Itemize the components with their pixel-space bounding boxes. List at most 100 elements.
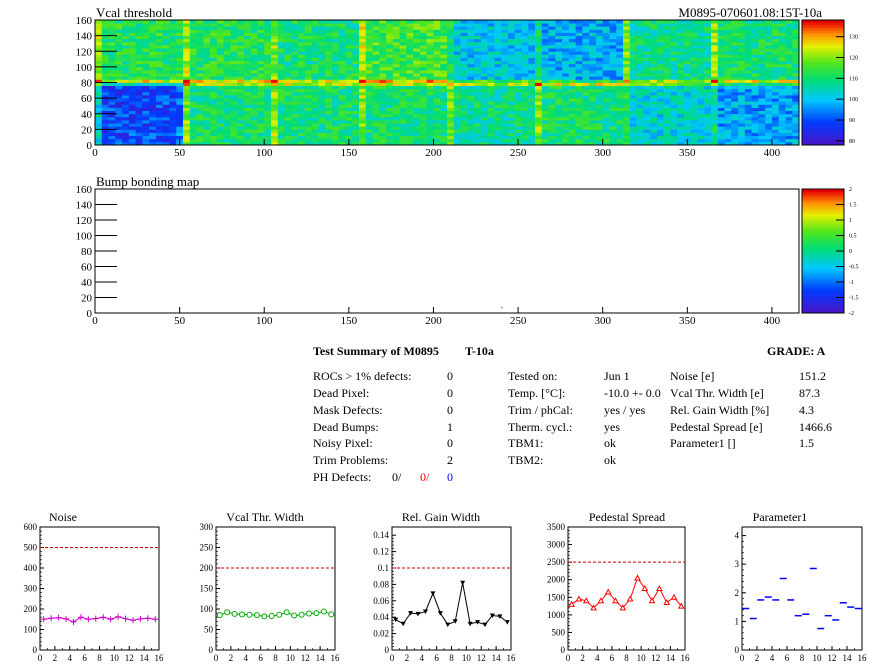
heat-cell: [135, 60, 143, 65]
heat-cell: [453, 110, 461, 115]
heat-cell: [284, 110, 292, 115]
heat-cell: [758, 110, 766, 115]
heat-cell: [535, 54, 543, 58]
heat-cell: [155, 73, 164, 77]
heat-cell: [162, 98, 170, 102]
heat-cell: [460, 113, 468, 118]
heat-cell: [677, 129, 685, 133]
heat-cell: [656, 123, 665, 127]
heat-cell: [365, 60, 373, 65]
heat-cell: [426, 85, 434, 90]
heat-cell: [636, 101, 644, 105]
heat-cell: [304, 66, 313, 71]
heat-cell: [744, 110, 753, 115]
heat-cell: [670, 70, 678, 74]
heat-cell: [230, 98, 238, 102]
heat-cell: [487, 107, 495, 112]
heat-cell: [656, 120, 665, 124]
heat-cell: [196, 66, 204, 71]
heat-cell: [338, 98, 346, 102]
heat-cell: [277, 126, 285, 130]
heat-cell: [711, 104, 719, 108]
heat-cell: [101, 116, 109, 121]
heat-cell: [656, 82, 665, 87]
heat-cell: [359, 135, 367, 140]
heat-cell: [650, 123, 658, 127]
heat-cell: [447, 120, 455, 124]
heat-cell: [142, 54, 150, 58]
heat-cell: [352, 129, 360, 133]
heat-cell: [122, 129, 130, 133]
heat-cell: [399, 57, 407, 62]
heat-cell: [440, 120, 448, 124]
heat-cell: [474, 98, 482, 102]
heat-cell: [176, 126, 184, 130]
heat-cell: [338, 88, 346, 93]
heat-cell: [135, 126, 143, 130]
heat-cell: [467, 113, 475, 118]
heat-cell: [670, 101, 678, 105]
heat-cell: [474, 85, 482, 90]
heat-cell: [555, 91, 563, 96]
heat-cell: [399, 48, 407, 52]
heat-cell: [738, 113, 746, 118]
heat-cell: [467, 73, 475, 77]
heat-cell: [183, 54, 191, 58]
heat-cell: [101, 135, 109, 140]
heat-cell: [108, 79, 116, 83]
heat-cell: [751, 51, 759, 55]
heat-cell: [203, 110, 211, 115]
heat-cell: [792, 132, 799, 137]
heat-cell: [379, 63, 387, 68]
heat-cell: [298, 76, 306, 80]
heat-cell: [95, 129, 103, 133]
heat-cell: [399, 82, 407, 87]
heat-cell: [338, 60, 346, 65]
heat-cell: [155, 138, 164, 143]
heat-cell: [338, 101, 346, 105]
heat-cell: [372, 70, 380, 74]
heat-cell: [616, 141, 624, 145]
heat-cell: [717, 123, 725, 127]
heat-cell: [223, 132, 231, 137]
heat-cell: [331, 60, 340, 65]
heat-cell: [237, 54, 245, 58]
heat-cell: [291, 54, 299, 58]
heat-cell: [507, 76, 516, 80]
heat-cell: [494, 116, 502, 121]
heat-cell: [765, 138, 773, 143]
heat-cell: [785, 63, 793, 68]
heat-cell: [203, 135, 211, 140]
heat-cell: [122, 57, 130, 62]
heat-cell: [230, 60, 238, 65]
heat-cell: [243, 82, 252, 87]
heat-cell: [562, 85, 570, 90]
heat-cell: [717, 91, 725, 96]
heat-cell: [257, 51, 265, 55]
heat-cell: [122, 132, 130, 137]
heat-cell: [196, 141, 204, 145]
heat-cell: [636, 63, 644, 68]
heat-cell: [196, 104, 204, 108]
heat-cell: [196, 54, 204, 58]
heat-cell: [142, 79, 150, 83]
heat-cell: [359, 129, 367, 133]
heat-cell: [616, 104, 624, 108]
heat-cell: [230, 51, 238, 55]
heat-cell: [406, 126, 414, 130]
heat-cell: [183, 107, 191, 112]
heat-cell: [291, 60, 299, 65]
heat-cell: [528, 135, 536, 140]
heat-cell: [311, 57, 319, 62]
heat-cell: [277, 70, 285, 74]
heat-cell: [298, 51, 306, 55]
heat-cell: [365, 91, 373, 96]
heat-cell: [609, 95, 617, 99]
heat-cell: [521, 70, 529, 74]
heat-cell: [338, 141, 346, 145]
heat-cell: [487, 123, 495, 127]
heat-cell: [386, 66, 394, 71]
heat-cell: [494, 91, 502, 96]
heat-cell: [589, 123, 597, 127]
heat-cell: [460, 76, 468, 80]
